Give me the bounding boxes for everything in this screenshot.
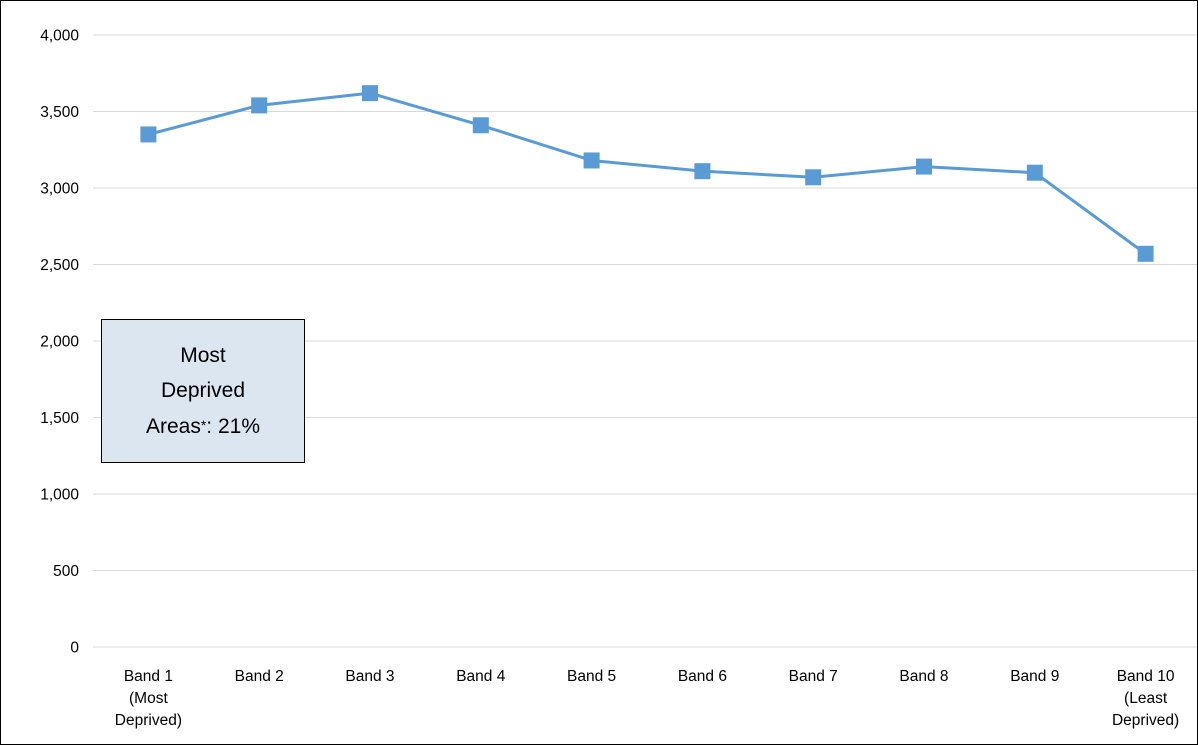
data-point-marker: [694, 163, 710, 179]
y-tick-label: 4,000: [40, 28, 79, 45]
annotation-percent-text: : 21%: [206, 415, 260, 438]
data-point-marker: [916, 159, 932, 175]
annotation-line-1: Most: [180, 338, 226, 373]
annotation-box: Most Deprived Areas*: 21%: [101, 319, 305, 463]
x-tick-label: Band 10 (Least Deprived): [1112, 668, 1179, 729]
y-tick-label: 500: [53, 563, 79, 580]
x-tick-label-line: Band 2: [235, 668, 284, 685]
x-tick-label-line: Band 4: [456, 668, 506, 685]
x-tick-label-line: Band 1: [124, 668, 173, 685]
data-point-marker: [1027, 165, 1043, 181]
x-tick-label-line: Band 10: [1117, 668, 1175, 685]
data-point-marker: [473, 117, 489, 133]
data-point-marker: [251, 97, 267, 113]
x-tick-label: Band 4: [456, 668, 506, 685]
x-tick-label-line: (Most: [129, 690, 168, 707]
series-line: [148, 93, 1145, 254]
x-tick-label: Band 3: [345, 668, 394, 685]
annotation-areas-text: Areas: [146, 415, 201, 438]
x-tick-label-line: Deprived): [1112, 712, 1179, 729]
y-axis-ticks: 0 500 1,000 1,500 2,000 2,500 3,000 3,500 4,000: [40, 28, 79, 657]
y-tick-label: 1,500: [40, 410, 79, 427]
x-tick-label: Band 1 (Most Deprived): [115, 668, 182, 729]
data-point-marker: [362, 85, 378, 101]
x-tick-label: Band 2: [235, 668, 284, 685]
x-axis-ticks: Band 1 (Most Deprived) Band 2 Band 3 Band 4 Ba…: [115, 668, 1179, 729]
x-tick-label: Band 8: [899, 668, 948, 685]
x-tick-label: Band 7: [789, 668, 838, 685]
x-tick-label-line: Band 6: [678, 668, 727, 685]
x-tick-label-line: Deprived): [115, 712, 182, 729]
x-tick-label-line: (Least: [1124, 690, 1168, 707]
annotation-line-3: Areas*: 21%: [146, 408, 260, 444]
data-point-marker: [805, 169, 821, 185]
x-tick-label-line: Band 9: [1010, 668, 1059, 685]
y-tick-label: 2,000: [40, 334, 79, 351]
data-point-marker: [584, 152, 600, 168]
x-tick-label: Band 6: [678, 668, 727, 685]
x-tick-label-line: Band 5: [567, 668, 616, 685]
data-point-marker: [1138, 246, 1154, 262]
x-tick-label: Band 5: [567, 668, 616, 685]
data-point-marker: [140, 126, 156, 142]
x-tick-label-line: Band 3: [345, 668, 394, 685]
x-tick-label-line: Band 8: [899, 668, 948, 685]
y-tick-label: 1,000: [40, 487, 79, 504]
y-tick-label: 0: [70, 640, 79, 657]
x-tick-label: Band 9: [1010, 668, 1059, 685]
y-tick-label: 3,000: [40, 181, 79, 198]
y-tick-label: 2,500: [40, 257, 79, 274]
x-tick-label-line: Band 7: [789, 668, 838, 685]
y-tick-label: 3,500: [40, 104, 79, 121]
annotation-line-2: Deprived: [161, 373, 245, 408]
